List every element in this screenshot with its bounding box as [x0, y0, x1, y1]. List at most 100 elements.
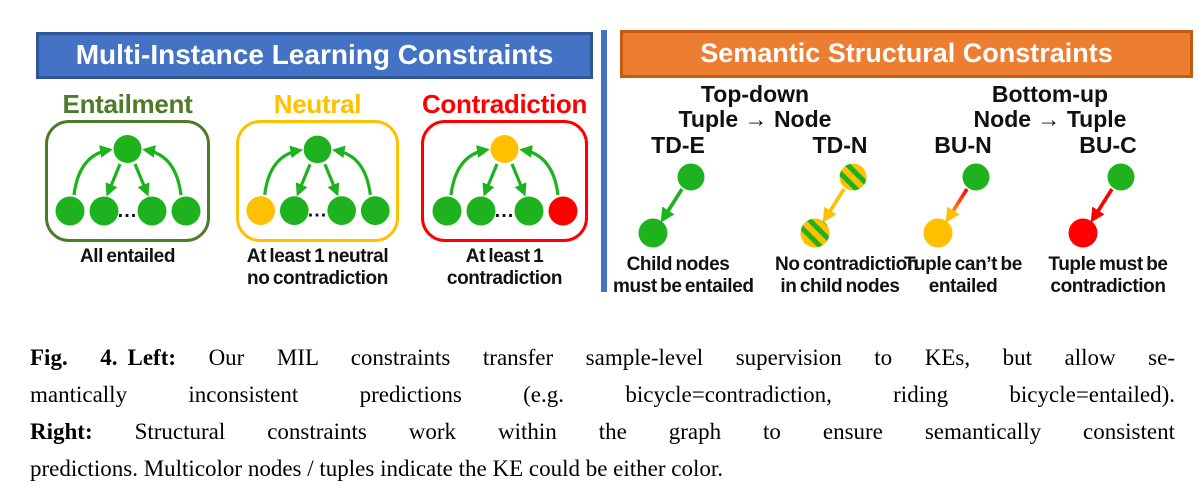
node-sample: [303, 135, 332, 164]
node-ke: [89, 196, 119, 226]
td-e-label: TD-E: [651, 132, 705, 158]
caption-line: All entailed: [79, 246, 176, 267]
edge-arrow: [133, 163, 150, 197]
node-tuple-multicolor: [839, 163, 867, 191]
panel-divider: [601, 30, 607, 292]
entailment-tree-diagram: ...: [55, 135, 201, 226]
caption-line: At least 1 neutral: [246, 246, 389, 267]
edge-arrow: [72, 145, 113, 196]
node-ke-contradiction: [548, 196, 578, 226]
edge-arrow-gradient: [945, 188, 969, 223]
node-ke: [171, 196, 201, 226]
td-e-caption: Child nodes must be entailed: [613, 254, 754, 298]
edge-arrow: [142, 145, 183, 196]
node-child: [638, 218, 668, 248]
td-n-label: TD-N: [812, 132, 868, 158]
ellipsis: ...: [118, 200, 138, 222]
node-ke: [137, 196, 167, 226]
node-tuple-contradiction: [1068, 218, 1098, 248]
edge-arrow: [660, 188, 684, 223]
ellipsis: ...: [495, 200, 515, 222]
caption-text: Structural constraints work within the g…: [134, 419, 1175, 444]
entailment-title: Entailment: [62, 89, 193, 119]
contradiction-tree-diagram: ...: [432, 135, 578, 226]
caption-line: contradiction: [1050, 276, 1166, 297]
node-ke: [279, 196, 309, 225]
contradiction-tree-box: ...: [421, 120, 588, 242]
caption-line-2: mantically inconsistent predictions (e.g…: [30, 376, 1175, 413]
neutral-tree-diagram: ...: [246, 135, 390, 225]
group-contradiction: Contradiction ... At least 1 contradicti…: [421, 90, 588, 290]
column-bu-c: BU-C Tuple must be contradiction: [1043, 133, 1173, 298]
caption-line: in child nodes: [780, 276, 900, 297]
bu-n-caption: Tuple can’t be entailed: [898, 254, 1028, 298]
node-ke: [514, 196, 544, 226]
group-neutral: Neutral ... At least 1 neutral no contra…: [236, 90, 399, 290]
node-sample: [113, 135, 142, 163]
caption-text: Our MIL constraints transfer sample-leve…: [208, 345, 1175, 370]
edge-arrow: [1090, 188, 1114, 223]
caption-line-3: Right: Structural constraints work withi…: [30, 413, 1175, 450]
node-ke: [327, 196, 357, 225]
left-bold: Left:: [127, 345, 177, 370]
direction-line: Bottom-up: [991, 81, 1109, 107]
direction-line: Top-down: [700, 81, 810, 107]
bottom-up-label: Bottom-up Node → Tuple: [940, 82, 1160, 132]
node-child: [962, 163, 990, 191]
mil-panel-header: Multi-Instance Learning Constraints: [36, 32, 593, 79]
neutral-caption: At least 1 neutral no contradiction: [236, 246, 399, 290]
caption-line: contradiction: [446, 268, 563, 289]
node-tuple-neutral: [923, 218, 953, 248]
edge-arrow: [482, 163, 499, 197]
node-sample-neutral: [490, 135, 519, 163]
entailment-tree-box: ...: [45, 120, 210, 242]
caption-line: must be entailed: [613, 276, 754, 297]
edge-arrow: [105, 163, 122, 197]
td-n-diagram: [800, 163, 867, 248]
entailment-caption: All entailed: [45, 246, 210, 268]
contradiction-caption: At least 1 contradiction: [421, 246, 588, 290]
ellipsis: ...: [308, 200, 327, 222]
caption-line: entailed: [928, 276, 998, 297]
node-child-multicolor: [800, 218, 830, 248]
column-bu-n: BU-N Tuple can’t be entailed: [898, 133, 1028, 298]
edge-arrow: [323, 163, 340, 197]
edge-arrow: [519, 145, 560, 196]
figure-caption: Fig. 4. Left: Our MIL constraints transfe…: [30, 339, 1175, 487]
node-ke-neutral: [246, 196, 276, 225]
direction-line-arrow: Tuple → Node: [678, 106, 832, 132]
top-down-label: Top-down Tuple → Node: [645, 82, 865, 132]
right-bold: Right:: [30, 419, 93, 444]
node-child: [1107, 163, 1135, 191]
caption-line: Tuple can’t be: [904, 254, 1022, 275]
edge-arrow: [263, 145, 303, 196]
contradiction-title: Contradiction: [421, 89, 588, 119]
bu-n-label: BU-N: [934, 132, 992, 158]
caption-line: no contradiction: [247, 268, 388, 289]
caption-line: No contradiction: [775, 254, 919, 275]
caption-text: predictions. Multicolor nodes / tuples i…: [30, 456, 724, 481]
node-ke: [466, 196, 496, 226]
column-td-n: TD-N No contradiction in child nodes: [775, 132, 919, 298]
column-td-e: TD-E Child nodes must be entailed: [613, 132, 754, 298]
group-entailment: Entailment ... All entailed: [45, 90, 210, 268]
td-e-diagram: [638, 163, 705, 248]
caption-line-4: predictions. Multicolor nodes / tuples i…: [30, 450, 1175, 487]
edge-arrow: [332, 145, 372, 196]
edge-arrow: [822, 188, 846, 223]
neutral-tree-box: ...: [236, 120, 399, 242]
direction-line-arrow: Node → Tuple: [973, 106, 1127, 132]
td-n-caption: No contradiction in child nodes: [775, 254, 919, 298]
edge-arrow: [295, 163, 312, 197]
figure-number: Fig. 4.: [30, 345, 118, 370]
caption-line: At least 1: [465, 246, 544, 267]
edge-arrow: [449, 145, 490, 196]
structural-panel-header: Semantic Structural Constraints: [620, 30, 1193, 78]
node-ke: [432, 196, 462, 226]
node-tuple: [677, 163, 705, 191]
bu-n-diagram: [923, 163, 990, 248]
bu-c-caption: Tuple must be contradiction: [1043, 254, 1173, 298]
caption-line: Tuple must be: [1048, 254, 1168, 275]
caption-line-1: Fig. 4. Left: Our MIL constraints transfe…: [30, 339, 1175, 376]
bu-c-label: BU-C: [1079, 132, 1137, 158]
